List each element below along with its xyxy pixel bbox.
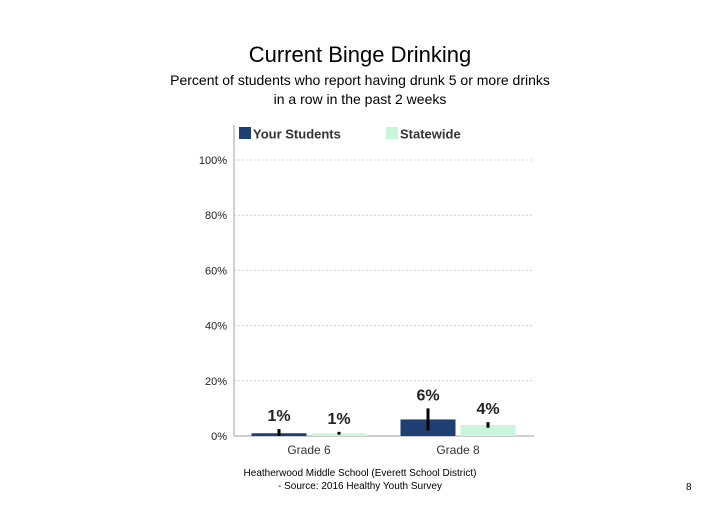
legend-swatch <box>386 127 398 139</box>
footer-school: Heatherwood Middle School (Everett Schoo… <box>243 468 477 479</box>
legend-label: Your Students <box>253 127 341 142</box>
bar <box>460 424 516 436</box>
footer-source: - Source: 2016 Healthy Youth Survey <box>278 481 442 492</box>
y-tick-label: 100% <box>199 155 227 167</box>
data-label: 4% <box>476 401 499 418</box>
page-title: Current Binge Drinking <box>248 42 472 67</box>
y-tick-label: 40% <box>205 321 227 333</box>
subtitle-line-2: in a row in the past 2 weeks <box>273 91 447 107</box>
data-label: 1% <box>267 408 290 425</box>
y-tick-label: 80% <box>205 210 227 222</box>
chart-subtitle: Percent of students who report having dr… <box>150 71 570 109</box>
page-number: 8 <box>686 482 692 493</box>
y-tick-label: 20% <box>205 376 227 388</box>
legend-label: Statewide <box>400 127 461 142</box>
x-category-label: Grade 8 <box>436 443 480 457</box>
data-label: 6% <box>416 387 439 404</box>
x-category-label: Grade 6 <box>287 443 331 457</box>
legend-swatch <box>239 127 251 139</box>
data-label: 1% <box>327 411 350 428</box>
y-tick-label: 60% <box>205 265 227 277</box>
subtitle-line-1: Percent of students who report having dr… <box>170 72 550 88</box>
footer: Heatherwood Middle School (Everett Schoo… <box>200 467 520 493</box>
y-tick-label: 0% <box>211 431 227 443</box>
